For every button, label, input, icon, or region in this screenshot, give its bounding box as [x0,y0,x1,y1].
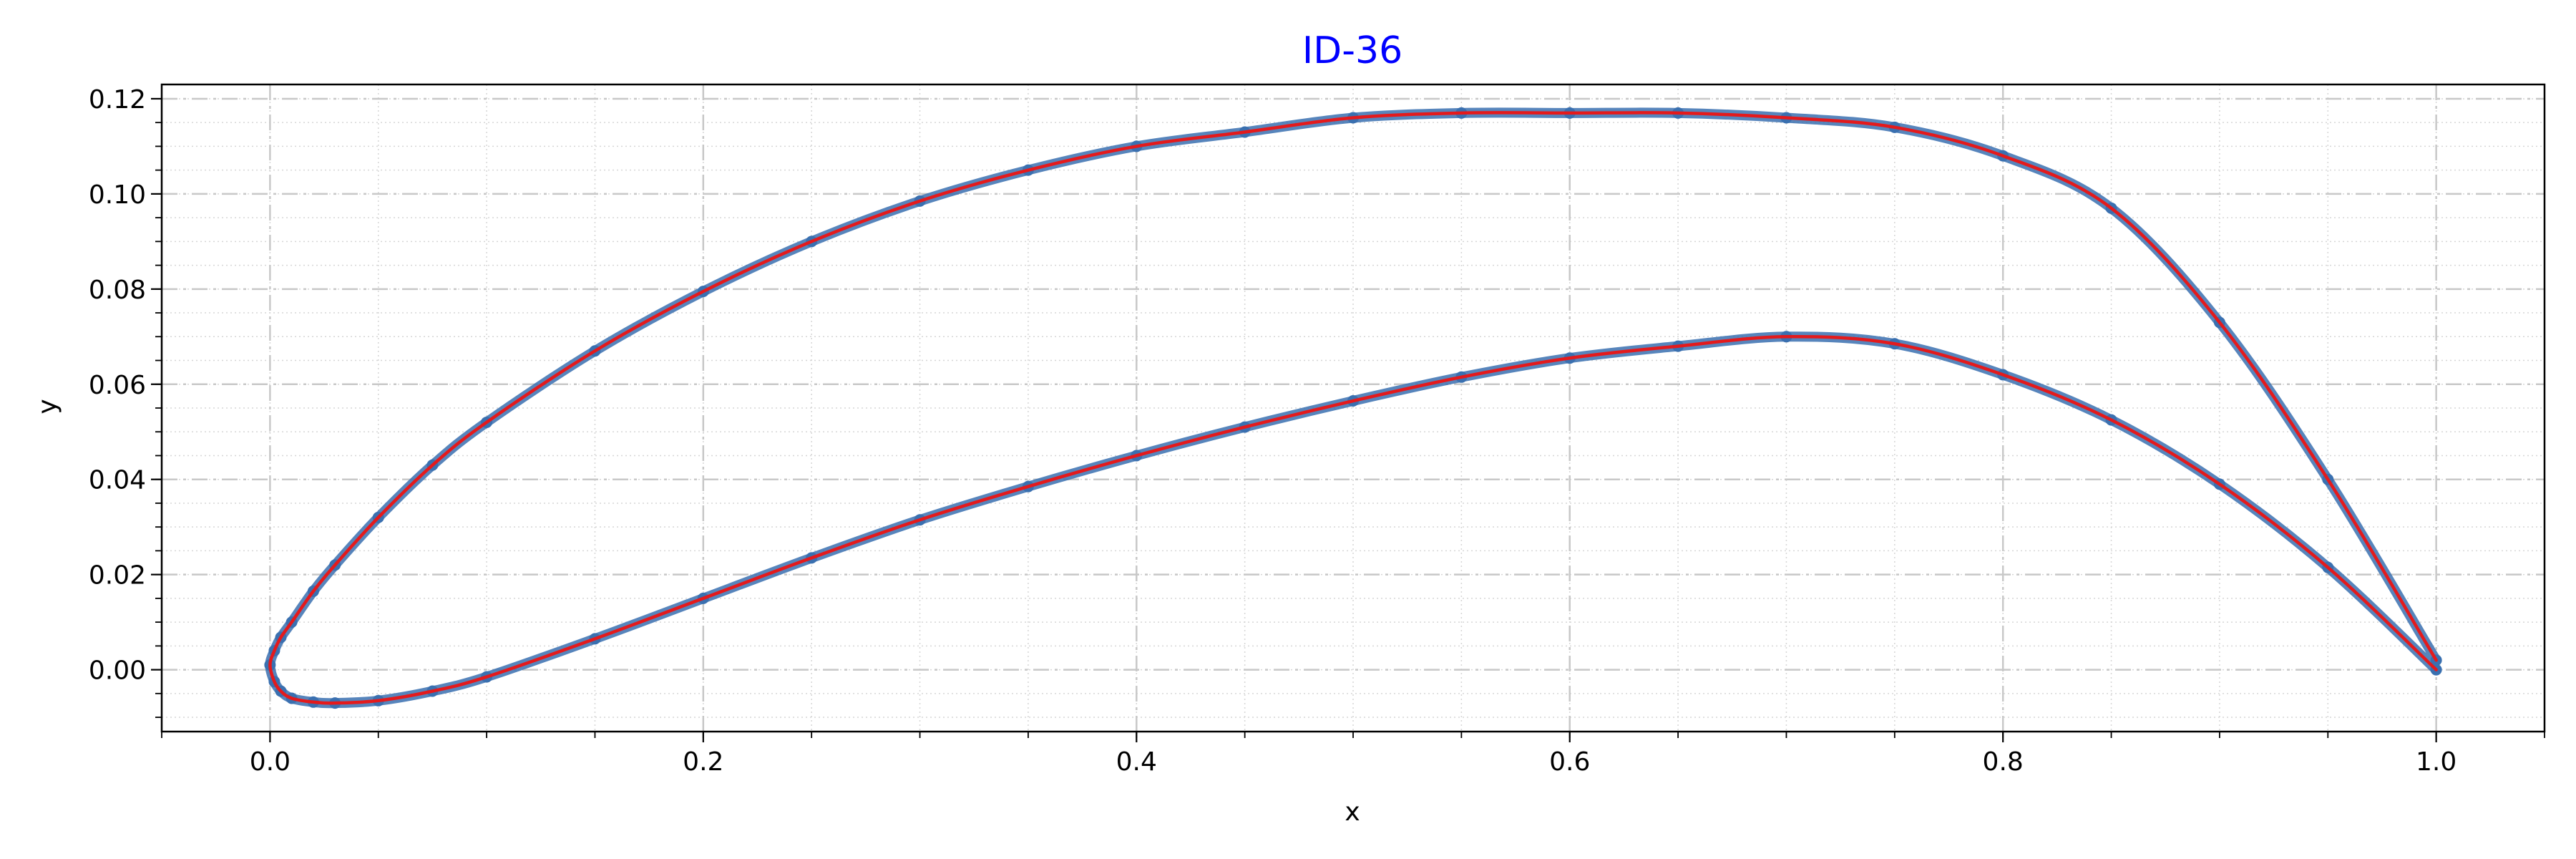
y-tick-label: 0.12 [89,85,146,115]
x-tick-label: 0.2 [683,747,723,777]
y-tick-label: 0.08 [89,276,146,305]
x-tick-label: 0.6 [1549,747,1590,777]
y-tick-label: 0.02 [89,561,146,591]
x-tick-label: 0.4 [1116,747,1157,777]
y-tick-label: 0.00 [89,656,146,686]
x-tick-label: 1.0 [2416,747,2457,777]
y-tick-label: 0.06 [89,371,146,400]
grid [161,84,2545,732]
x-tick-label: 0.0 [250,747,291,777]
y-tick-label: 0.04 [89,466,146,495]
ticks: 0.0 0.2 0.4 0.6 0.8 1.0 0.00 0.02 0.04 0.06 0.08 0.… [89,85,2545,777]
chart-title: ID-36 [1302,29,1402,72]
series-0-line [268,111,2438,705]
series-layer [264,107,2442,709]
y-axis-label: y [33,399,62,414]
x-tick-label: 0.8 [1983,747,2024,777]
y-tick-label: 0.10 [89,180,146,210]
x-axis-label: x [1345,797,1360,827]
